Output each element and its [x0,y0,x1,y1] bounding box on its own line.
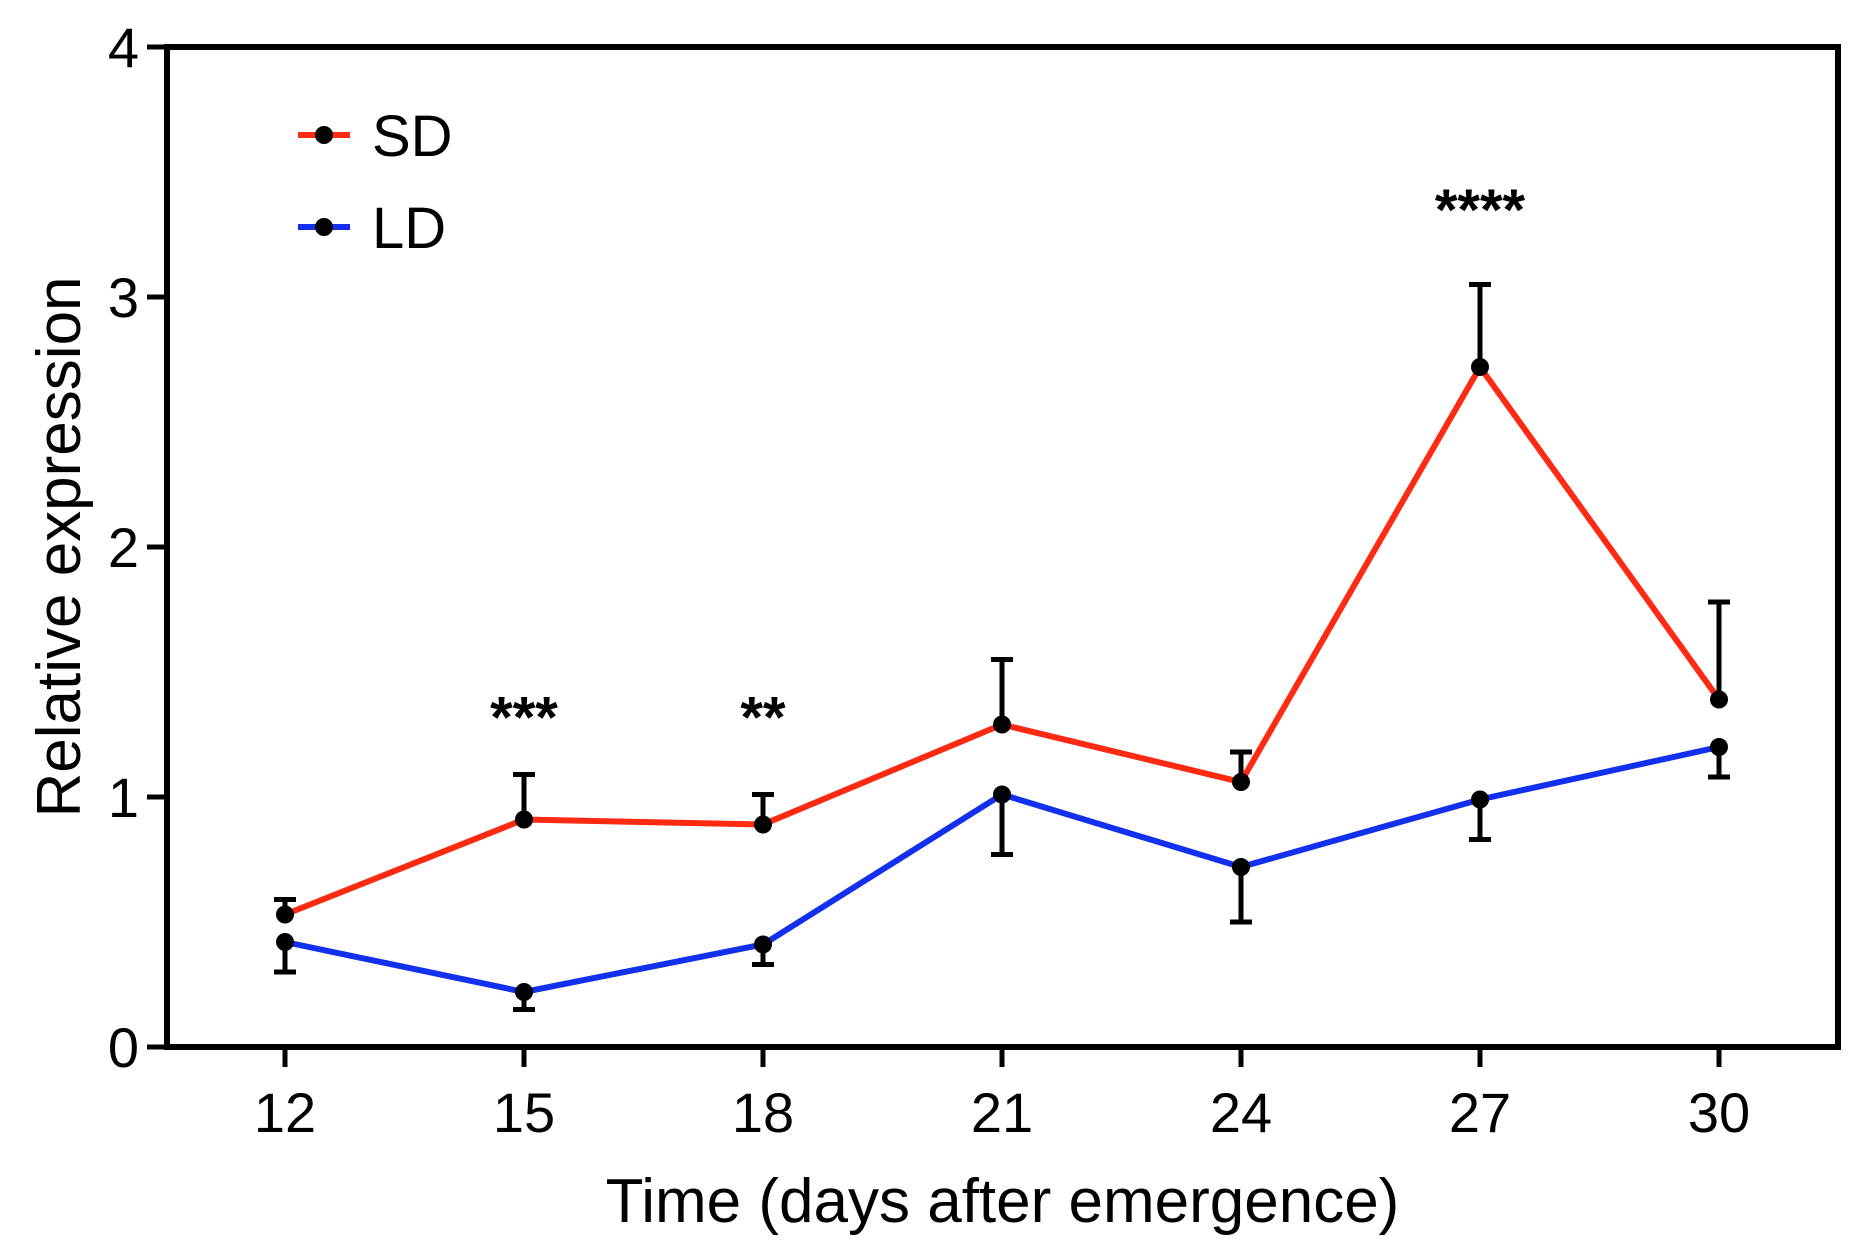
data-point [515,810,533,829]
data-point [1471,790,1489,809]
x-tick-label: 27 [1449,1081,1511,1144]
significance-label: ** [740,686,786,751]
x-tick-label: 24 [1210,1081,1272,1144]
series-line-ld [284,744,1720,996]
legend-marker [315,218,333,236]
data-point [276,905,294,924]
series-layer [274,282,1730,1012]
annotation-layer: *** ****** [490,178,1525,751]
x-tick-label: 12 [254,1081,316,1144]
legend-label: SD [372,104,453,169]
y-tick-label: 3 [108,266,139,329]
data-point [1232,773,1250,791]
y-tick-label: 4 [108,16,139,79]
x-axis-title: Time (days after emergence) [606,1167,1400,1236]
y-tick-label: 2 [108,516,139,579]
series-ld [274,738,1730,1012]
data-point [993,715,1011,734]
data-point [754,935,772,954]
x-tick-label: 15 [493,1081,555,1144]
legend-item-sd: SD [298,104,453,169]
significance-label: **** [1435,178,1526,243]
significance-label: *** [490,686,558,751]
data-point [276,933,294,951]
data-point [1232,858,1250,876]
y-tick-label: 0 [108,1016,139,1079]
data-point [754,815,772,834]
legend-item-ld: LD [298,196,446,261]
y-axis-title: Relative expression [25,276,94,817]
series-sd [274,282,1730,924]
x-axis: 12 15 18 21 24 27 30 [254,1047,1750,1144]
y-axis: 0 1 2 3 4 [108,16,167,1079]
data-point [1710,738,1728,756]
data-point [1710,690,1728,709]
y-tick-label: 1 [108,766,139,829]
legend-marker [315,126,333,144]
x-tick-label: 21 [971,1081,1033,1144]
data-point [515,983,533,1001]
data-point [1471,358,1489,376]
x-tick-label: 30 [1688,1081,1750,1144]
data-point [993,785,1011,804]
x-tick-label: 18 [732,1081,794,1144]
legend: SD LD [298,104,453,261]
legend-label: LD [372,196,446,261]
